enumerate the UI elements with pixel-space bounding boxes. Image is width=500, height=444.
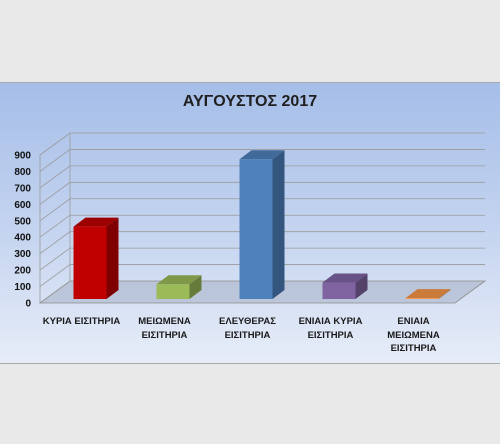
y-tick-label: 400: [14, 233, 31, 244]
y-tick-label: 100: [14, 282, 31, 293]
gridline: [39, 231, 485, 254]
bar-front-face: [73, 226, 107, 299]
bar-side-face: [355, 273, 368, 299]
gridline: [39, 165, 485, 189]
y-tick-label: 300: [14, 249, 31, 260]
bar-front-face: [239, 159, 273, 299]
y-tick-label: 800: [14, 167, 31, 178]
category-label: ΜΕΙΩΜΕΝΑ ΕΙΣΙΤΗΡΙΑ: [138, 316, 191, 341]
category-label: ΕΝΙΑΙΑ ΚΥΡΙΑ ΕΙΣΙΤΗΡΙΑ: [298, 316, 363, 341]
gridline: [39, 149, 485, 172]
category-label: ΚΥΡΙΑ ΕΙΣΙΤΗΡΙΑ: [42, 316, 121, 327]
bar-top-face: [405, 289, 451, 299]
gridline: [39, 132, 485, 156]
chart-area: ΑΥΓΟΥΣΤΟΣ 2017 0 100 200 300 400 500 600 700 800…: [0, 82, 500, 364]
y-tick-label: 600: [14, 200, 31, 211]
bar-front-face: [156, 284, 190, 299]
bar-top-face: [73, 217, 119, 227]
gridline: [39, 214, 485, 238]
bar-front-face: [405, 298, 439, 299]
bar-top-face: [156, 275, 202, 285]
gridline: [39, 181, 485, 205]
bar-front-face: [322, 282, 356, 299]
gridline: [39, 198, 485, 222]
y-tick-label: 200: [14, 266, 31, 277]
bar-1: [73, 217, 119, 299]
y-tick-label: 0: [25, 299, 31, 310]
bar-top-face: [322, 273, 368, 283]
bar-5: [405, 289, 451, 299]
category-label: ΕΛΕΥΘΕΡΑΣ ΕΙΣΙΤΗΡΙΑ: [219, 316, 276, 341]
category-label: ΕΝΙΑΙΑ ΜΕΙΩΜΕΝΑ ΕΙΣΙΤΗΡΙΑ: [387, 316, 440, 354]
bar-4: [322, 273, 368, 299]
y-tick-label: 700: [14, 183, 31, 194]
bar-side-face: [106, 217, 119, 299]
bar-side-face: [438, 289, 451, 299]
bar-side-face: [272, 150, 285, 299]
gridline: [39, 247, 485, 271]
bar-top-face: [239, 150, 285, 160]
bar-side-face: [189, 275, 202, 299]
bar-2: [156, 275, 202, 299]
chart-title: ΑΥΓΟΥΣΤΟΣ 2017: [182, 93, 318, 110]
y-tick-label: 500: [14, 216, 31, 227]
bar-3: [239, 150, 285, 299]
y-tick-label: 900: [14, 151, 31, 162]
plot-area: 0 100 200 300 400 500 600 700 800 900: [14, 132, 487, 310]
gridline: [39, 264, 485, 287]
